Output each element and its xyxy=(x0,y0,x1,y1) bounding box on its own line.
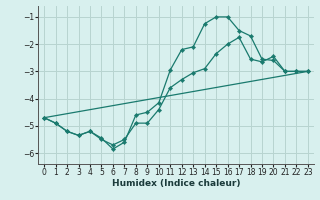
X-axis label: Humidex (Indice chaleur): Humidex (Indice chaleur) xyxy=(112,179,240,188)
